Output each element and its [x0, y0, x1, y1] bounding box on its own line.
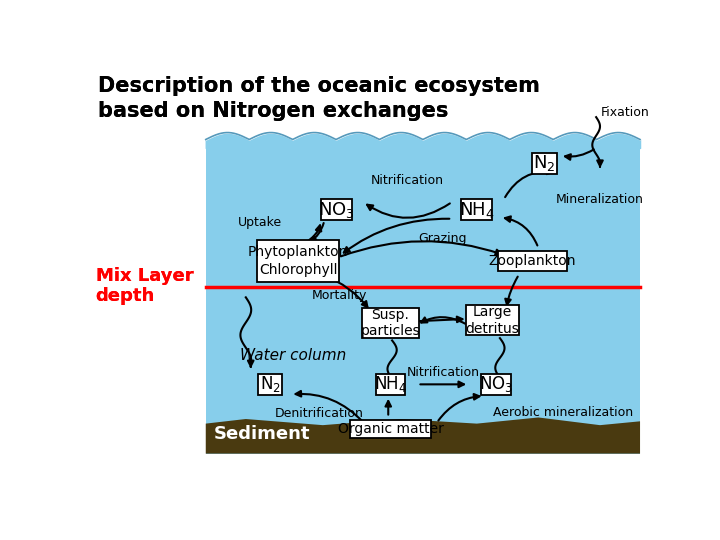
Text: Large
detritus: Large detritus [465, 305, 519, 335]
FancyBboxPatch shape [466, 306, 518, 335]
Text: Aerobic mineralization: Aerobic mineralization [493, 406, 633, 420]
Polygon shape [206, 417, 640, 454]
Text: Mortality: Mortality [312, 289, 367, 302]
Text: Organic matter: Organic matter [338, 422, 444, 436]
Text: NH$_4$: NH$_4$ [459, 200, 495, 220]
FancyBboxPatch shape [257, 240, 339, 282]
Text: Phytoplankton: Phytoplankton [248, 245, 348, 259]
Text: Uptake: Uptake [238, 216, 282, 229]
Text: Chlorophyll: Chlorophyll [259, 264, 338, 278]
Text: Mix Layer
depth: Mix Layer depth [96, 267, 193, 305]
Text: Mix Layer
depth: Mix Layer depth [96, 267, 193, 305]
Text: Denitrification: Denitrification [274, 407, 364, 420]
FancyBboxPatch shape [376, 374, 405, 395]
Text: Fixation: Fixation [600, 106, 649, 119]
FancyBboxPatch shape [321, 199, 352, 220]
Text: N$_2$: N$_2$ [260, 374, 281, 394]
Text: N$_2$: N$_2$ [534, 153, 556, 173]
FancyBboxPatch shape [498, 251, 567, 271]
Text: Sediment: Sediment [213, 426, 310, 443]
Text: Water column: Water column [240, 348, 346, 363]
FancyBboxPatch shape [362, 308, 419, 338]
Text: NO$_3$: NO$_3$ [479, 374, 513, 394]
Text: based on Nitrogen exchanges: based on Nitrogen exchanges [98, 101, 449, 121]
FancyBboxPatch shape [350, 420, 431, 438]
Text: Grazing: Grazing [418, 232, 467, 245]
Text: Susp.
particles: Susp. particles [361, 308, 420, 338]
Text: Mineralization: Mineralization [556, 193, 644, 206]
Text: Description of the oceanic ecosystem: Description of the oceanic ecosystem [98, 76, 540, 96]
Text: Description of the oceanic ecosystem: Description of the oceanic ecosystem [98, 76, 540, 96]
FancyBboxPatch shape [532, 152, 557, 174]
Text: Nitrification: Nitrification [406, 366, 480, 379]
Text: NO$_3$: NO$_3$ [318, 200, 355, 220]
FancyBboxPatch shape [481, 374, 511, 395]
FancyBboxPatch shape [462, 199, 492, 220]
FancyBboxPatch shape [258, 374, 282, 395]
Text: Nitrification: Nitrification [371, 174, 444, 187]
Text: NH$_4$: NH$_4$ [374, 374, 407, 394]
Text: based on Nitrogen exchanges: based on Nitrogen exchanges [98, 101, 449, 121]
Text: Zooplankton: Zooplankton [488, 254, 576, 268]
Bar [206, 132, 640, 454]
